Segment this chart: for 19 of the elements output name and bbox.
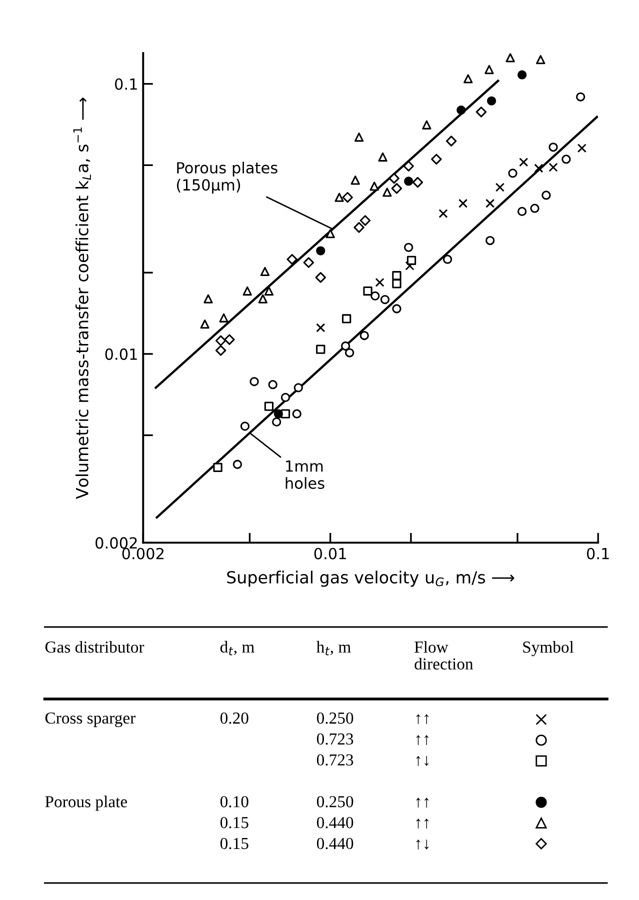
x-tick-label: 0.01 <box>314 548 346 560</box>
annotation: 1mm holes <box>286 460 324 489</box>
text: h$_{t}$, m <box>316 640 351 656</box>
x-tick-label: 0.1 <box>586 548 609 560</box>
y-tick-label: 0.1 <box>114 78 137 90</box>
text: 0.250 0.723 0.723 0.250 0.440 0.440 <box>316 712 354 850</box>
text: 0.20 0.10 0.15 0.15 <box>220 712 248 850</box>
text: Flow direction <box>414 641 474 670</box>
text: d$_{t}$, m <box>220 640 254 656</box>
y-axis-title: Volumetric mass-transfer coefficient k$_{L}$a, s$^{−1}$ ⟶ <box>73 98 91 500</box>
x-axis-title: Superficial gas velocity u$_{G}$, m/s ⟶ <box>227 570 514 587</box>
text: Gas distributor <box>45 641 144 653</box>
annotation: Porous plates (150μm) <box>176 162 278 194</box>
y-tick-label: 0.01 <box>105 348 137 360</box>
x-tick-label: 0.002 <box>122 548 164 560</box>
y-tick-label: 0.002 <box>96 537 137 549</box>
text: Cross sparger Porous plate <box>45 712 136 811</box>
text: ↑↑ ↑↑ ↑↓ ↑↑ ↑↑ ↑↓ <box>416 714 429 850</box>
text: Symbol <box>523 641 574 656</box>
